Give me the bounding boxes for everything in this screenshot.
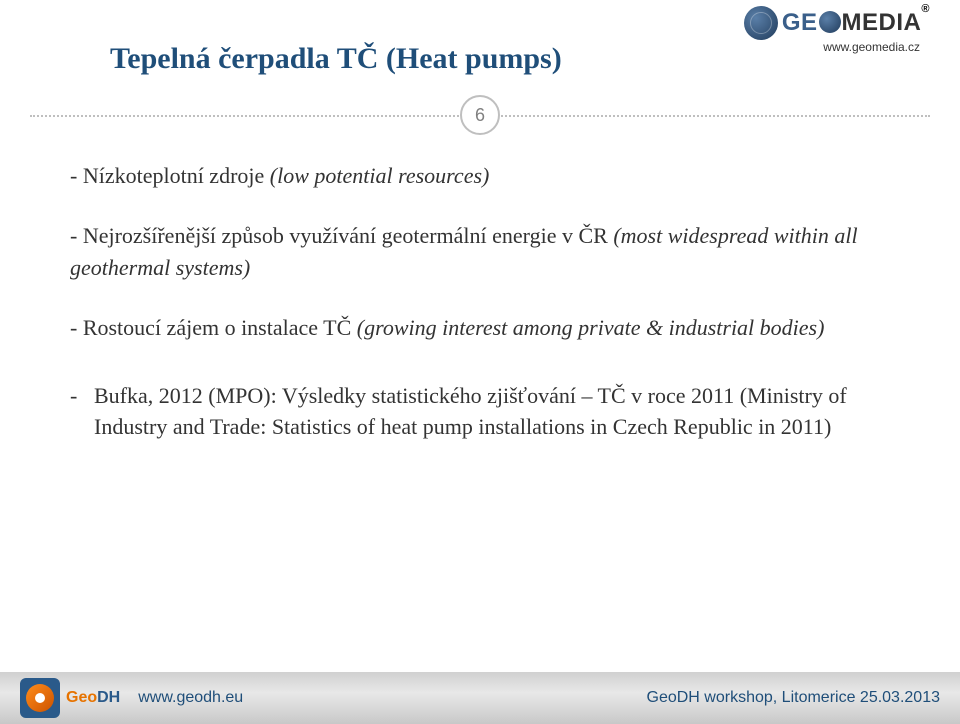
- page-number-badge: 6: [460, 95, 500, 135]
- logo-text: GEMEDIA®: [782, 9, 930, 37]
- globe-icon: [744, 6, 778, 40]
- bullet-2: - Nejrozšířenější způsob využívání geote…: [70, 220, 890, 284]
- footer-right: GeoDH workshop, Litomerice 25.03.2013: [647, 689, 941, 707]
- logo-geomedia: GE MEDIA®: [744, 6, 930, 40]
- bullet-2-cz: - Nejrozšířenější způsob využívání geote…: [70, 223, 613, 248]
- header-url: www.geomedia.cz: [823, 40, 920, 54]
- geodh-dh: DH: [97, 689, 120, 706]
- content-area: - Nízkoteplotní zdroje (low potential re…: [70, 160, 890, 443]
- logo-media: MEDIA: [842, 9, 922, 36]
- bullet-3: - Rostoucí zájem o instalace TČ (growing…: [70, 312, 890, 344]
- bullet-1: - Nízkoteplotní zdroje (low potential re…: [70, 160, 890, 192]
- bullet-last: -Bufka, 2012 (MPO): Výsledky statistické…: [70, 380, 890, 444]
- geodh-ge: Ge: [66, 689, 87, 706]
- logo-registered: ®: [921, 3, 930, 15]
- geodh-logo: GeoDH: [20, 678, 120, 718]
- divider: 6: [0, 95, 960, 135]
- footer-bar: GeoDH www.geodh.eu GeoDH workshop, Litom…: [0, 672, 960, 724]
- logo-geo: GE: [782, 9, 818, 36]
- geodh-icon: [20, 678, 60, 718]
- footer-url: www.geodh.eu: [138, 689, 243, 707]
- bullet-last-line1: Bufka, 2012 (MPO): Výsledky statistickéh…: [94, 383, 734, 408]
- geodh-text: GeoDH: [66, 690, 120, 706]
- page-title: Tepelná čerpadla TČ (Heat pumps): [110, 42, 562, 76]
- logo-o-globe-icon: [819, 11, 841, 33]
- bullet-last-dash: -: [70, 380, 94, 412]
- bullet-1-en: (low potential resources): [270, 163, 490, 188]
- geodh-o: o: [87, 689, 97, 706]
- geodh-icon-inner: [26, 684, 54, 712]
- bullet-1-cz: - Nízkoteplotní zdroje: [70, 163, 270, 188]
- bullet-3-cz: - Rostoucí zájem o instalace TČ: [70, 315, 357, 340]
- bullet-3-en: (growing interest among private & indust…: [357, 315, 825, 340]
